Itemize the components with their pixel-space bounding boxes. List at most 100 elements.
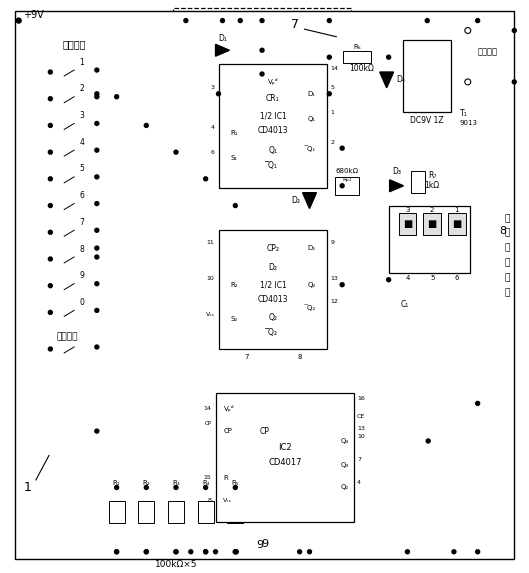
Circle shape <box>48 230 52 234</box>
Circle shape <box>425 18 429 22</box>
Text: 9: 9 <box>257 540 263 550</box>
Circle shape <box>233 203 238 207</box>
Text: Vₚᵈ: Vₚᵈ <box>223 405 234 412</box>
Circle shape <box>95 246 99 250</box>
Circle shape <box>48 177 52 181</box>
Text: ■: ■ <box>452 219 461 229</box>
Text: R: R <box>223 474 228 481</box>
Text: 1: 1 <box>80 58 84 66</box>
Bar <box>173 7 351 394</box>
Bar <box>108 501 124 523</box>
Text: Q₁: Q₁ <box>307 116 315 121</box>
Text: CD4017: CD4017 <box>268 458 302 467</box>
Text: 1: 1 <box>330 110 334 115</box>
Text: D₄: D₄ <box>396 76 405 84</box>
Text: R₆: R₆ <box>353 44 361 50</box>
Polygon shape <box>380 72 394 88</box>
Bar <box>335 177 359 195</box>
Text: Q₂: Q₂ <box>268 313 277 322</box>
Text: Q₄: Q₄ <box>341 438 349 444</box>
Text: 1/2 IC1: 1/2 IC1 <box>260 111 286 120</box>
Text: 9013: 9013 <box>460 120 478 127</box>
Text: Vₛₛ: Vₛₛ <box>223 498 232 503</box>
Text: 3: 3 <box>405 206 409 213</box>
Circle shape <box>214 550 217 554</box>
Text: 锁扣开关: 锁扣开关 <box>478 48 498 57</box>
Circle shape <box>426 439 430 443</box>
Text: D₂: D₂ <box>307 245 315 251</box>
Text: 14: 14 <box>204 406 212 411</box>
Text: 按钮键盘: 按钮键盘 <box>62 40 86 49</box>
Text: 13: 13 <box>357 426 365 431</box>
Circle shape <box>16 18 21 23</box>
Text: 6: 6 <box>79 191 85 200</box>
Circle shape <box>95 345 99 349</box>
Circle shape <box>189 550 193 554</box>
Circle shape <box>115 95 118 99</box>
Circle shape <box>234 550 238 554</box>
Text: 12: 12 <box>330 299 338 304</box>
Text: CR₁: CR₁ <box>266 94 280 103</box>
Polygon shape <box>390 180 404 192</box>
Text: 6: 6 <box>211 150 215 155</box>
Circle shape <box>327 92 331 96</box>
Circle shape <box>144 485 148 489</box>
Circle shape <box>95 175 99 179</box>
Text: Q₃: Q₃ <box>341 462 349 468</box>
Circle shape <box>204 177 207 181</box>
Circle shape <box>405 550 409 554</box>
Bar <box>343 51 371 63</box>
Text: 8: 8 <box>499 226 506 236</box>
Bar <box>218 230 327 349</box>
Text: 3: 3 <box>79 111 85 120</box>
Text: ̅Q₂: ̅Q₂ <box>307 304 315 311</box>
Text: 100kΩ: 100kΩ <box>350 64 375 73</box>
Text: Rₚ₁: Rₚ₁ <box>342 177 352 182</box>
Circle shape <box>48 150 52 154</box>
Circle shape <box>144 550 148 554</box>
Bar <box>448 214 466 236</box>
Text: 14: 14 <box>330 65 338 70</box>
Circle shape <box>340 146 344 150</box>
Circle shape <box>174 150 178 154</box>
Text: 6: 6 <box>454 275 459 281</box>
Circle shape <box>216 92 221 96</box>
Circle shape <box>115 485 118 489</box>
Text: 1kΩ: 1kΩ <box>425 181 440 190</box>
Circle shape <box>260 72 264 76</box>
Text: ̅Q₁: ̅Q₁ <box>269 162 277 171</box>
Text: C₁: C₁ <box>400 300 408 309</box>
Text: 10: 10 <box>357 434 364 438</box>
Text: ̅Q₂: ̅Q₂ <box>268 328 277 337</box>
Circle shape <box>387 55 390 59</box>
Text: Vₚᵈ: Vₚᵈ <box>268 79 278 85</box>
Text: ■: ■ <box>427 219 437 229</box>
Text: Q₂: Q₂ <box>341 484 349 490</box>
Text: CD4013: CD4013 <box>258 126 288 135</box>
Text: 13: 13 <box>330 276 338 281</box>
Bar <box>404 40 451 112</box>
Text: 1: 1 <box>454 206 459 213</box>
Circle shape <box>238 18 242 22</box>
Text: D₁: D₁ <box>307 91 315 97</box>
Bar <box>398 214 416 236</box>
Circle shape <box>144 123 148 127</box>
Text: D₃: D₃ <box>392 167 401 176</box>
Circle shape <box>115 550 118 554</box>
Circle shape <box>144 550 148 554</box>
Text: 10: 10 <box>207 276 215 281</box>
Polygon shape <box>215 44 230 56</box>
Circle shape <box>48 257 52 261</box>
Text: DC9V 1Z: DC9V 1Z <box>411 116 444 125</box>
Text: 8: 8 <box>80 245 84 254</box>
Text: Q₂: Q₂ <box>307 282 315 288</box>
Text: Vₛₛ: Vₛₛ <box>206 312 215 317</box>
Polygon shape <box>303 193 316 209</box>
Text: 4: 4 <box>211 125 215 130</box>
Circle shape <box>48 311 52 315</box>
Text: 7: 7 <box>290 18 299 31</box>
Text: 100kΩ×5: 100kΩ×5 <box>154 560 197 569</box>
Circle shape <box>174 550 178 554</box>
Text: 1: 1 <box>24 481 32 494</box>
Text: 8: 8 <box>297 354 302 360</box>
